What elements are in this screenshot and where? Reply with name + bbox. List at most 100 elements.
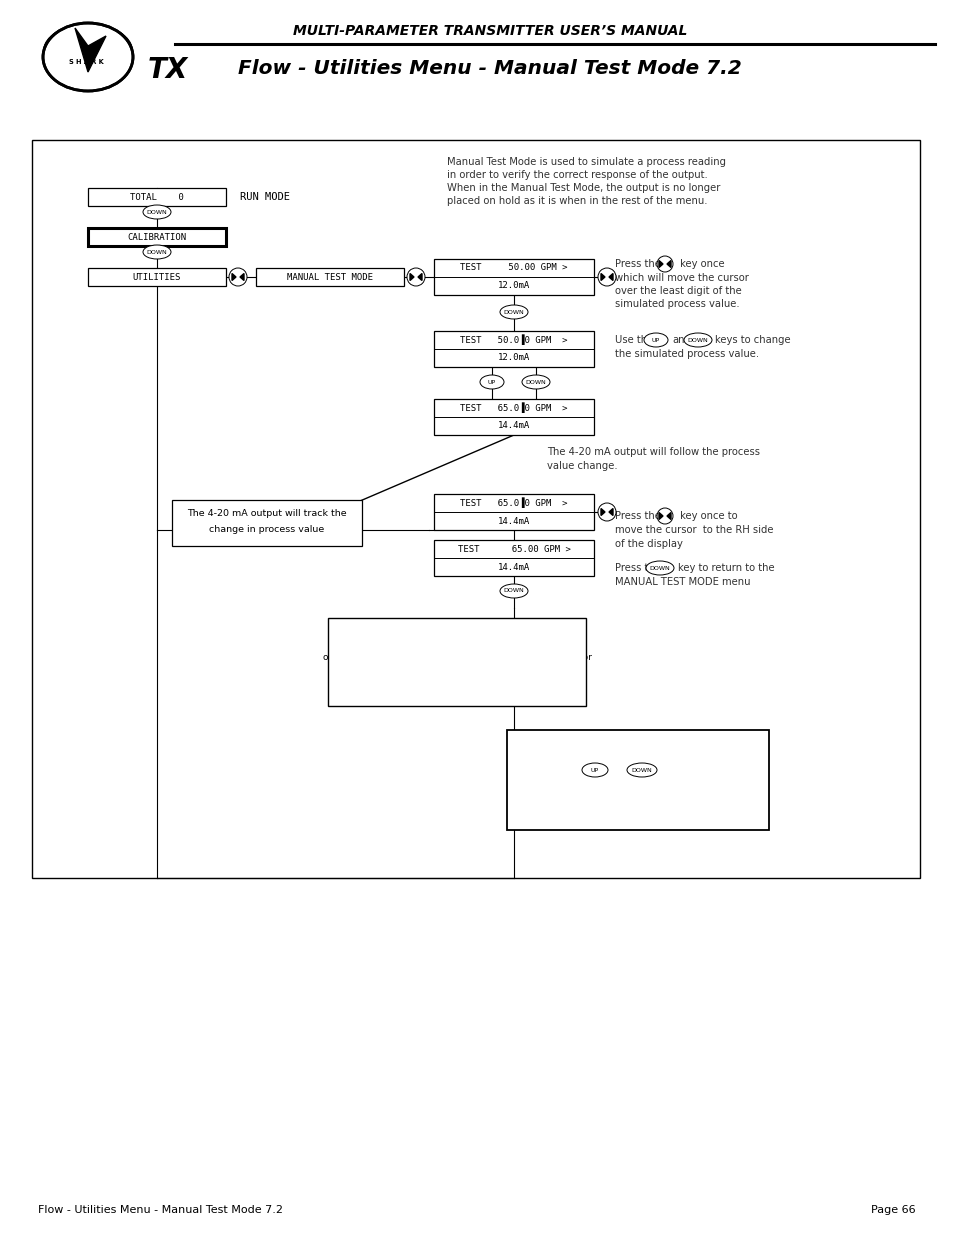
Text: NOTE:: NOTE: bbox=[439, 622, 474, 634]
Text: TEST      65.00 GPM >: TEST 65.00 GPM > bbox=[457, 545, 570, 553]
Text: CALIBRATION: CALIBRATION bbox=[128, 232, 187, 242]
Ellipse shape bbox=[683, 333, 711, 347]
Text: key to return to the: key to return to the bbox=[678, 563, 774, 573]
Text: 14.4mA: 14.4mA bbox=[497, 516, 530, 526]
Text: 14.4mA: 14.4mA bbox=[497, 562, 530, 572]
Text: Press the: Press the bbox=[615, 511, 660, 521]
Text: move the cursor  to the RH side: move the cursor to the RH side bbox=[615, 525, 773, 535]
Circle shape bbox=[229, 268, 247, 287]
Polygon shape bbox=[410, 273, 414, 280]
Text: DOWN: DOWN bbox=[631, 767, 652, 773]
Text: value change.: value change. bbox=[546, 461, 617, 471]
Polygon shape bbox=[608, 273, 613, 280]
Polygon shape bbox=[659, 261, 662, 268]
Ellipse shape bbox=[645, 561, 673, 576]
Text: TOGETHER TO GO IMMEDIATELY BACK TO: TOGETHER TO GO IMMEDIATELY BACK TO bbox=[517, 785, 758, 795]
Text: S H A R K: S H A R K bbox=[69, 59, 103, 65]
Polygon shape bbox=[417, 273, 421, 280]
Text: DOWN: DOWN bbox=[147, 210, 167, 215]
Circle shape bbox=[598, 503, 616, 521]
Text: and: and bbox=[671, 335, 690, 345]
Text: 14.4mA: 14.4mA bbox=[497, 421, 530, 431]
Text: over the least digit of the: over the least digit of the bbox=[615, 287, 741, 296]
Text: enters the run mode. The output will then revert back to: enters the run mode. The output will the… bbox=[328, 667, 585, 677]
Text: UTILITIES: UTILITIES bbox=[132, 273, 181, 282]
Text: key once to: key once to bbox=[677, 511, 737, 521]
Text: TEST   50.0▐0 GPM  >: TEST 50.0▐0 GPM > bbox=[459, 335, 567, 346]
Text: When the user exits the Manual Test Mode, the 4-20mA: When the user exits the Manual Test Mode… bbox=[331, 640, 582, 648]
Text: of the display: of the display bbox=[615, 538, 682, 550]
Text: RUN MODE: RUN MODE bbox=[240, 191, 290, 203]
Text: the simulated process value.: the simulated process value. bbox=[615, 350, 759, 359]
Circle shape bbox=[657, 508, 672, 524]
Bar bbox=[88, 228, 226, 246]
Text: Press the: Press the bbox=[615, 563, 660, 573]
Bar bbox=[32, 140, 919, 878]
Text: DOWN: DOWN bbox=[687, 337, 708, 342]
Text: The 4-20 mA output will track the: The 4-20 mA output will track the bbox=[187, 510, 347, 519]
Text: KEYS: KEYS bbox=[660, 764, 690, 776]
Text: TEST   65.0▐0 GPM  >: TEST 65.0▐0 GPM > bbox=[459, 403, 567, 414]
Text: simulated process value.: simulated process value. bbox=[615, 299, 739, 309]
Text: Use the: Use the bbox=[615, 335, 653, 345]
Circle shape bbox=[407, 268, 424, 287]
Circle shape bbox=[657, 256, 672, 272]
Text: change in process value: change in process value bbox=[209, 526, 324, 535]
Bar bbox=[434, 399, 594, 435]
Text: DOWN: DOWN bbox=[649, 566, 670, 571]
Text: TEST   65.0▐0 GPM  >: TEST 65.0▐0 GPM > bbox=[459, 498, 567, 509]
Circle shape bbox=[598, 268, 616, 287]
Bar bbox=[88, 188, 226, 206]
Polygon shape bbox=[666, 261, 670, 268]
Text: RUN MODE: RUN MODE bbox=[605, 803, 669, 813]
Text: NOTE: NOTE bbox=[616, 737, 659, 751]
Polygon shape bbox=[608, 509, 613, 515]
Ellipse shape bbox=[499, 584, 527, 598]
Text: which will move the cursor: which will move the cursor bbox=[615, 273, 748, 283]
Bar bbox=[434, 494, 594, 530]
Text: 12.0mA: 12.0mA bbox=[497, 282, 530, 290]
Text: 12.0mA: 12.0mA bbox=[497, 353, 530, 363]
Text: DOWN: DOWN bbox=[503, 310, 524, 315]
Bar bbox=[172, 500, 361, 546]
Ellipse shape bbox=[143, 205, 171, 219]
Text: UP: UP bbox=[651, 337, 659, 342]
Polygon shape bbox=[600, 273, 604, 280]
Text: the previous On-line state.: the previous On-line state. bbox=[396, 682, 517, 690]
Text: UP: UP bbox=[487, 379, 496, 384]
Text: Page 66: Page 66 bbox=[870, 1205, 915, 1215]
Text: in order to verify the correct response of the output.: in order to verify the correct response … bbox=[447, 170, 707, 180]
Text: MULTI-PARAMETER TRANSMITTER USER’S MANUAL: MULTI-PARAMETER TRANSMITTER USER’S MANUA… bbox=[293, 23, 686, 38]
Ellipse shape bbox=[43, 23, 132, 91]
Text: Press the: Press the bbox=[615, 259, 660, 269]
Text: TX: TX bbox=[148, 56, 188, 84]
Text: output will remain in the Test Mode state until the operator: output will remain in the Test Mode stat… bbox=[322, 653, 591, 662]
Ellipse shape bbox=[499, 305, 527, 319]
Text: Manual Test Mode is used to simulate a process reading: Manual Test Mode is used to simulate a p… bbox=[447, 157, 725, 167]
Text: keys to change: keys to change bbox=[714, 335, 790, 345]
Text: TEST     50.00 GPM >: TEST 50.00 GPM > bbox=[459, 263, 567, 273]
Text: PRESS THE: PRESS THE bbox=[524, 764, 588, 776]
Polygon shape bbox=[600, 509, 604, 515]
Ellipse shape bbox=[143, 245, 171, 259]
Polygon shape bbox=[666, 513, 670, 520]
Ellipse shape bbox=[45, 26, 131, 88]
Text: DOWN: DOWN bbox=[525, 379, 546, 384]
Ellipse shape bbox=[521, 375, 550, 389]
Text: Flow - Utilities Menu - Manual Test Mode 7.2: Flow - Utilities Menu - Manual Test Mode… bbox=[238, 58, 741, 78]
Text: DOWN: DOWN bbox=[503, 589, 524, 594]
Text: When in the Manual Test Mode, the output is no longer: When in the Manual Test Mode, the output… bbox=[447, 183, 720, 193]
Ellipse shape bbox=[43, 23, 132, 79]
Polygon shape bbox=[232, 273, 235, 280]
Text: placed on hold as it is when in the rest of the menu.: placed on hold as it is when in the rest… bbox=[447, 196, 707, 206]
Polygon shape bbox=[75, 28, 106, 72]
Polygon shape bbox=[240, 273, 244, 280]
Text: The 4-20 mA output will follow the process: The 4-20 mA output will follow the proce… bbox=[546, 447, 760, 457]
Text: MANUAL TEST MODE: MANUAL TEST MODE bbox=[287, 273, 373, 282]
Text: Flow - Utilities Menu - Manual Test Mode 7.2: Flow - Utilities Menu - Manual Test Mode… bbox=[38, 1205, 283, 1215]
Bar bbox=[434, 540, 594, 576]
Bar bbox=[434, 331, 594, 367]
Bar bbox=[434, 259, 594, 295]
Bar bbox=[255, 268, 403, 287]
Polygon shape bbox=[659, 513, 662, 520]
